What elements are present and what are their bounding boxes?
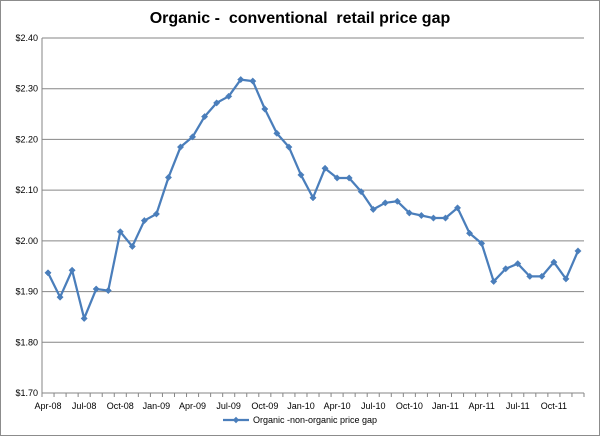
data-point [321, 164, 329, 172]
y-tick-label: $1.90 [15, 287, 38, 297]
y-tick-label: $2.10 [15, 185, 38, 195]
data-point [381, 199, 389, 207]
data-point [68, 266, 76, 274]
y-tick-label: $2.20 [15, 134, 38, 144]
data-point [466, 229, 474, 237]
data-point [152, 210, 160, 218]
data-point [176, 143, 185, 151]
data-point [562, 275, 570, 283]
data-point [490, 277, 498, 285]
x-tick-label: Oct-08 [107, 401, 134, 411]
x-tick-label: Jul-09 [216, 401, 241, 411]
y-tick-label: $2.30 [15, 84, 38, 94]
x-tick-label: Apr-11 [468, 401, 494, 411]
data-point [140, 217, 148, 225]
data-point [116, 228, 124, 236]
data-point [44, 269, 52, 277]
data-point [189, 133, 197, 141]
data-point [369, 205, 377, 213]
data-point [550, 258, 558, 266]
data-point [538, 272, 546, 280]
legend-marker [232, 416, 240, 424]
chart-title: Organic - conventional retail price gap [149, 10, 451, 27]
x-tick-label: Apr-10 [324, 401, 351, 411]
x-tick-label: Oct-11 [541, 401, 567, 411]
legend-swatch [222, 416, 249, 424]
y-tick-label: $1.70 [15, 388, 38, 398]
data-point [92, 285, 100, 293]
data-point [201, 113, 209, 121]
data-point [273, 129, 281, 137]
data-point [297, 171, 305, 179]
x-tick-label: Jul-08 [72, 401, 97, 411]
data-point [333, 174, 341, 182]
data-point [237, 76, 245, 84]
x-tick-label: Jan-11 [432, 401, 459, 411]
data-point [526, 272, 534, 280]
data-point [104, 287, 112, 295]
data-point [357, 188, 365, 196]
data-point [261, 105, 269, 113]
x-tick-label: Jul-11 [506, 401, 530, 411]
x-tick-label: Apr-09 [179, 401, 206, 411]
y-tick-label: $2.00 [15, 236, 38, 246]
data-point [453, 204, 462, 212]
data-point [213, 99, 221, 107]
data-point [574, 247, 582, 255]
x-tick-label: Oct-09 [251, 401, 278, 411]
data-point [80, 314, 88, 323]
data-point [405, 209, 413, 217]
data-point [514, 260, 522, 268]
data-point [128, 242, 136, 250]
data-point [441, 214, 450, 222]
data-point [56, 293, 64, 301]
x-tick-label: Jan-10 [287, 401, 315, 411]
y-tick-label: $2.40 [15, 33, 38, 43]
data-point [417, 211, 425, 220]
data-point [345, 174, 353, 182]
data-point [164, 173, 173, 182]
data-point [502, 265, 510, 273]
x-tick-label: Jul-10 [361, 401, 386, 411]
data-point [249, 77, 257, 85]
x-tick-label: Apr-08 [35, 401, 62, 411]
y-tick-label: $1.80 [15, 337, 38, 347]
data-point [309, 194, 317, 202]
x-tick-label: Oct-10 [396, 401, 423, 411]
data-point [393, 197, 401, 205]
x-tick-label: Jan-09 [143, 401, 171, 411]
data-point [225, 92, 233, 100]
data-point [478, 239, 486, 247]
legend-label: Organic -non-organic price gap [252, 415, 378, 425]
data-point [429, 214, 437, 222]
data-point [285, 143, 293, 151]
legend: Organic -non-organic price gap [1, 415, 599, 425]
